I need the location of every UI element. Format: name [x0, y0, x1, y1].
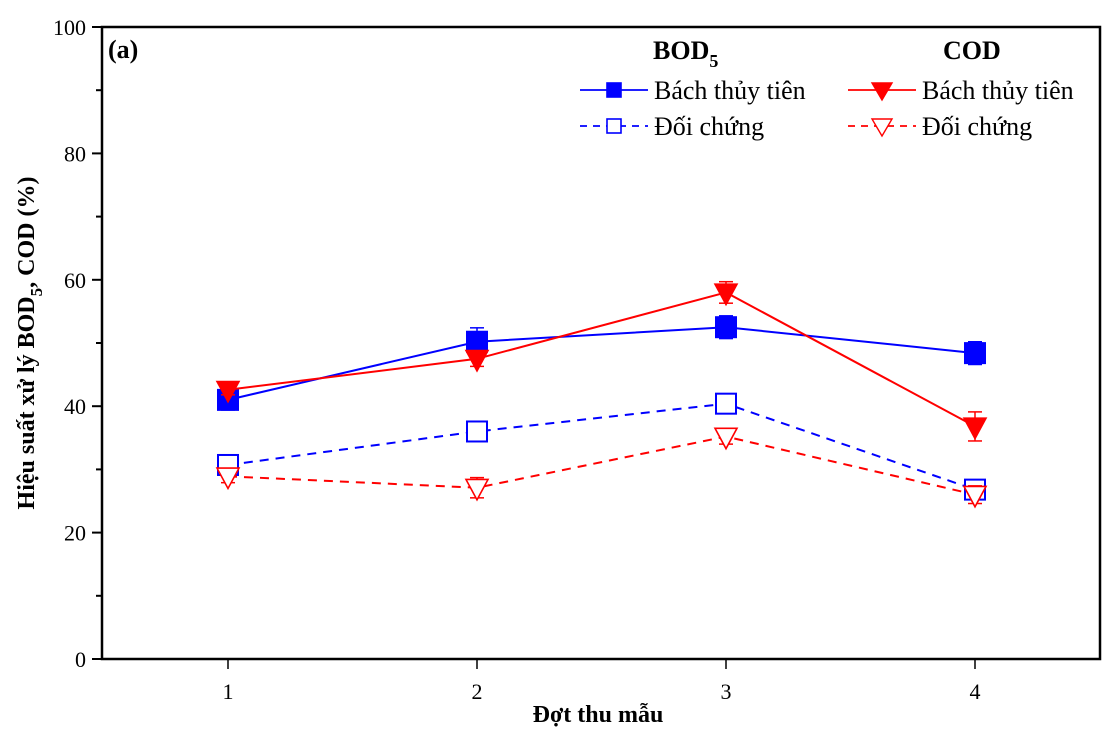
- y-tick-label: 80: [64, 141, 86, 166]
- x-tick-label: 2: [472, 679, 483, 704]
- series-cod-treated: [215, 280, 988, 442]
- series-bod5-treated: [217, 315, 986, 411]
- y-axis-title-sub: 5: [27, 288, 46, 297]
- legend-heading-bod5-main: BOD: [653, 36, 709, 65]
- legend-swatch-marker: [870, 118, 894, 138]
- legend-entry: Bách thủy tiên: [580, 76, 806, 105]
- y-axis-title-tail: , COD (%): [14, 177, 40, 288]
- legend-entry: Bách thủy tiên: [848, 76, 1074, 105]
- legend-heading-cod: COD: [943, 36, 1001, 65]
- data-point: [215, 467, 241, 491]
- x-tick-label: 3: [721, 679, 732, 704]
- data-point: [962, 417, 988, 441]
- x-tick-label: 1: [223, 679, 234, 704]
- data-point: [464, 478, 490, 502]
- data-point: [713, 427, 739, 451]
- legend-entries: Bách thủy tiên Đối chứng Bách thủy tiên Đối…: [580, 76, 1074, 141]
- data-point: [464, 349, 490, 373]
- y-axis-title-main: Hiệu suất xử lý BOD: [14, 296, 40, 509]
- data-point: [715, 316, 737, 339]
- panel-label: (a): [108, 35, 138, 64]
- y-tick-label: 100: [53, 15, 86, 40]
- data-point: [964, 342, 986, 365]
- data-point: [466, 420, 488, 443]
- legend-entry: Đối chứng: [848, 112, 1032, 141]
- x-axis: 1 2 3 4: [223, 659, 981, 704]
- series-cod-control: [215, 427, 988, 509]
- legend-heading-bod5-sub: 5: [709, 51, 718, 71]
- series-bod5-control: [217, 392, 986, 501]
- legend-swatch-marker: [606, 82, 622, 98]
- legend-swatch-marker: [606, 118, 622, 134]
- data-point: [215, 380, 241, 404]
- legend-swatch-marker: [870, 82, 894, 102]
- y-tick-label: 0: [75, 647, 86, 672]
- series-layer: [215, 280, 988, 509]
- data-point: [962, 485, 988, 509]
- data-point: [713, 283, 739, 307]
- legend-label: Đối chứng: [922, 112, 1032, 141]
- series-line: [227, 326, 976, 401]
- y-axis-title: Hiệu suất xử lý BOD5, COD (%): [14, 177, 46, 510]
- y-tick-label: 40: [64, 394, 86, 419]
- data-point: [466, 330, 488, 353]
- y-axis: 0 20 40 60 80 100: [53, 15, 102, 672]
- y-tick-label: 20: [64, 521, 86, 546]
- x-tick-label: 4: [970, 679, 981, 704]
- series-line: [227, 402, 976, 491]
- legend-entry: Đối chứng: [580, 112, 764, 141]
- y-tick-label: 60: [64, 268, 86, 293]
- x-axis-title: Đợt thu mẫu: [533, 702, 664, 728]
- series-line: [227, 435, 976, 496]
- data-point: [715, 392, 737, 415]
- series-line: [227, 291, 976, 428]
- legend-label: Bách thủy tiên: [922, 76, 1074, 105]
- legend-heading-bod5: BOD5: [653, 36, 718, 71]
- legend-label: Bách thủy tiên: [654, 76, 806, 105]
- legend-label: Đối chứng: [654, 112, 764, 141]
